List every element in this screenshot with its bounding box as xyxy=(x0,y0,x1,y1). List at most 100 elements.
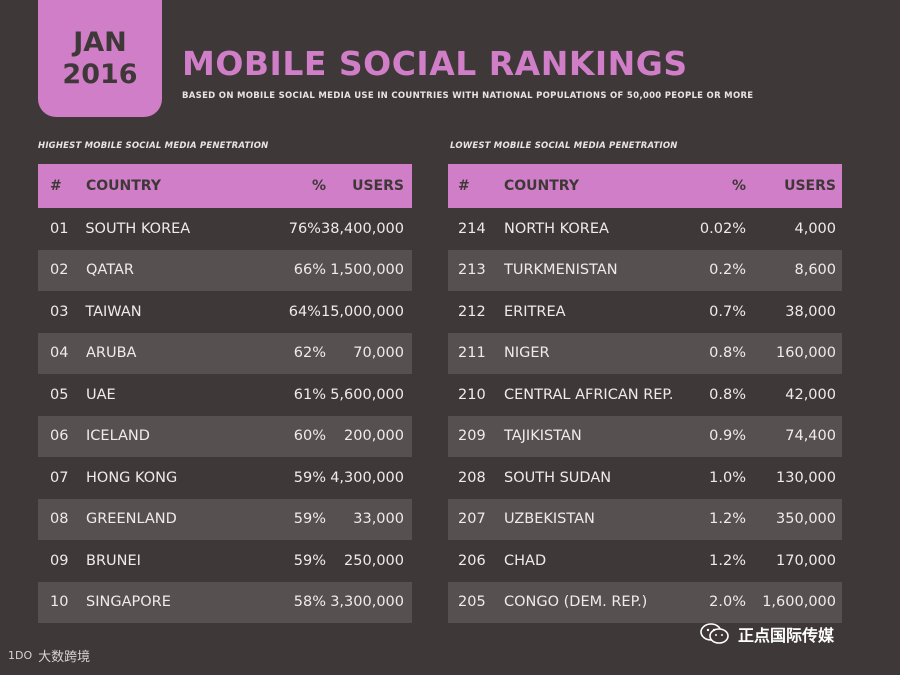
header-pct: % xyxy=(311,178,326,194)
users-cell: 4,000 xyxy=(794,220,836,237)
rank-cell: 02 xyxy=(50,262,69,279)
users-cell: 250,000 xyxy=(344,552,404,569)
rank-cell: 209 xyxy=(458,428,486,445)
date-badge: JAN 2016 xyxy=(38,0,162,117)
percent-cell: 58% xyxy=(293,594,326,611)
page-subtitle: BASED ON MOBILE SOCIAL MEDIA USE IN COUN… xyxy=(182,91,754,101)
watermark-text: 正点国际传媒 xyxy=(738,626,835,645)
country-cell: SOUTH KOREA xyxy=(85,220,191,237)
percent-cell: 1.2% xyxy=(709,511,746,528)
users-cell: 8,600 xyxy=(794,262,836,279)
rank-cell: 09 xyxy=(50,552,69,569)
country-cell: SOUTH SUDAN xyxy=(504,469,612,486)
lowest-penetration-table: # COUNTRY % USERS 214 NORTH KOREA 0.02% 4,0… xyxy=(448,164,842,623)
watermark-logo: 1DO xyxy=(8,649,33,662)
percent-cell: 0.8% xyxy=(709,386,746,403)
percent-cell: 1.2% xyxy=(709,552,746,569)
percent-cell: 62% xyxy=(293,345,326,362)
table-row: 07 HONG KONG 59% 4,300,000 xyxy=(38,457,412,499)
rank-cell: 212 xyxy=(458,303,486,320)
percent-cell: 2.0% xyxy=(709,594,746,611)
wechat-icon xyxy=(700,623,729,644)
table-row: 206 CHAD 1.2% 170,000 xyxy=(448,540,842,582)
left-section-label: HIGHEST MOBILE SOCIAL MEDIA PENETRATION xyxy=(38,141,269,151)
rank-cell: 211 xyxy=(458,345,486,362)
rank-cell: 07 xyxy=(50,469,69,486)
country-cell: ARUBA xyxy=(86,345,137,362)
table-row: 08 GREENLAND 59% 33,000 xyxy=(38,498,412,540)
table-row: 209 TAJIKISTAN 0.9% 74,400 xyxy=(448,415,842,457)
percent-cell: 0.8% xyxy=(709,345,746,362)
rank-cell: 06 xyxy=(50,428,69,445)
percent-cell: 76% xyxy=(288,220,321,237)
header-num: # xyxy=(50,178,62,194)
badge-year: 2016 xyxy=(62,58,138,90)
table-row: 211 NIGER 0.8% 160,000 xyxy=(448,332,842,374)
header-pct: % xyxy=(731,178,746,194)
badge-month: JAN xyxy=(73,26,127,58)
left-watermark: 1DO 大数跨境 xyxy=(8,646,90,665)
country-cell: BRUNEI xyxy=(86,552,141,569)
percent-cell: 59% xyxy=(293,469,326,486)
header-num: # xyxy=(458,178,470,194)
country-cell: HONG KONG xyxy=(86,469,178,486)
users-cell: 4,300,000 xyxy=(330,469,404,486)
table-row: 04 ARUBA 62% 70,000 xyxy=(38,332,412,374)
table-row: 210 CENTRAL AFRICAN REP. 0.8% 42,000 xyxy=(448,374,842,416)
table-header: # COUNTRY % USERS xyxy=(448,164,842,208)
table-row: 09 BRUNEI 59% 250,000 xyxy=(38,540,412,582)
country-cell: TURKMENISTAN xyxy=(504,262,618,279)
users-cell: 3,300,000 xyxy=(330,594,404,611)
users-cell: 160,000 xyxy=(776,345,836,362)
users-cell: 74,400 xyxy=(785,428,836,445)
table-row: 213 TURKMENISTAN 0.2% 8,600 xyxy=(448,249,842,291)
rank-cell: 214 xyxy=(458,220,486,237)
rank-cell: 207 xyxy=(458,511,486,528)
users-cell: 42,000 xyxy=(785,386,836,403)
percent-cell: 61% xyxy=(293,386,326,403)
rank-cell: 205 xyxy=(458,594,486,611)
users-cell: 70,000 xyxy=(353,345,404,362)
users-cell: 33,000 xyxy=(353,511,404,528)
rank-cell: 208 xyxy=(458,469,486,486)
country-cell: NIGER xyxy=(504,345,550,362)
users-cell: 5,600,000 xyxy=(330,386,404,403)
table-row: 05 UAE 61% 5,600,000 xyxy=(38,374,412,416)
rank-cell: 05 xyxy=(50,386,69,403)
percent-cell: 59% xyxy=(293,511,326,528)
right-section-label: LOWEST MOBILE SOCIAL MEDIA PENETRATION xyxy=(450,141,678,151)
percent-cell: 0.7% xyxy=(709,303,746,320)
country-cell: QATAR xyxy=(86,262,134,279)
table-row: 207 UZBEKISTAN 1.2% 350,000 xyxy=(448,498,842,540)
country-cell: ERITREA xyxy=(504,303,566,320)
percent-cell: 60% xyxy=(293,428,326,445)
table-row: 02 QATAR 66% 1,500,000 xyxy=(38,249,412,291)
country-cell: UAE xyxy=(86,386,116,403)
page-title: MOBILE SOCIAL RANKINGS xyxy=(182,44,688,83)
table-header: # COUNTRY % USERS xyxy=(38,164,412,208)
rank-cell: 08 xyxy=(50,511,69,528)
table-row: 10 SINGAPORE 58% 3,300,000 xyxy=(38,581,412,623)
table-row: 03 TAIWAN 64% 15,000,000 xyxy=(38,291,412,333)
users-cell: 200,000 xyxy=(344,428,404,445)
header-country: COUNTRY xyxy=(86,178,161,194)
users-cell: 15,000,000 xyxy=(320,303,404,320)
users-cell: 350,000 xyxy=(776,511,836,528)
table-row: 214 NORTH KOREA 0.02% 4,000 xyxy=(448,208,842,250)
rank-cell: 04 xyxy=(50,345,69,362)
percent-cell: 0.2% xyxy=(709,262,746,279)
percent-cell: 0.9% xyxy=(709,428,746,445)
users-cell: 38,400,000 xyxy=(320,220,404,237)
country-cell: CENTRAL AFRICAN REP. xyxy=(504,386,674,403)
country-cell: CHAD xyxy=(504,552,547,569)
rank-cell: 03 xyxy=(50,303,69,320)
percent-cell: 0.02% xyxy=(699,220,746,237)
percent-cell: 64% xyxy=(288,303,321,320)
users-cell: 170,000 xyxy=(776,552,836,569)
table-row: 205 CONGO (DEM. REP.) 2.0% 1,600,000 xyxy=(448,581,842,623)
rank-cell: 206 xyxy=(458,552,486,569)
percent-cell: 1.0% xyxy=(709,469,746,486)
percent-cell: 59% xyxy=(293,552,326,569)
watermark-text: 大数跨境 xyxy=(38,650,91,665)
country-cell: SINGAPORE xyxy=(86,594,171,611)
